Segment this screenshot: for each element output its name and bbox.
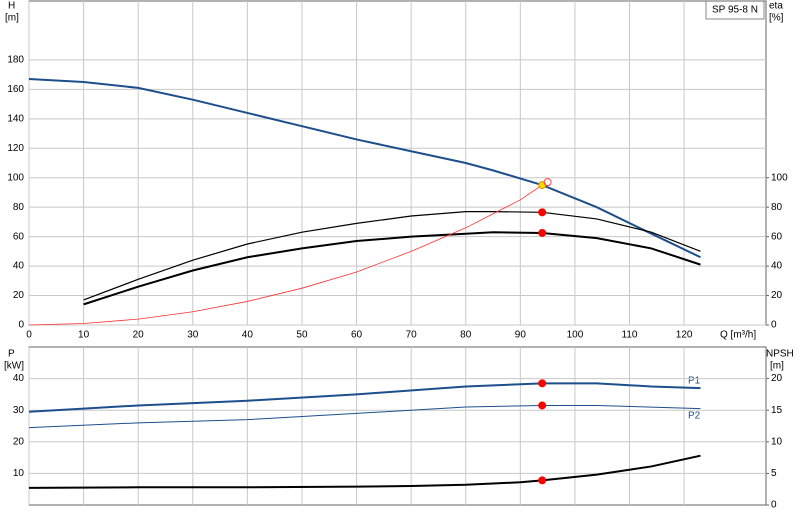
y-label: H <box>8 1 15 12</box>
y-unit: [kW] <box>4 361 24 372</box>
series-label: P2 <box>688 411 701 422</box>
x-tick-label: 120 <box>676 330 693 341</box>
plot-area <box>28 346 767 506</box>
x-tick-label: 80 <box>460 330 472 341</box>
y-tick-label: 60 <box>13 231 25 242</box>
x-tick-label: 20 <box>133 330 145 341</box>
y2-label: NPSH <box>766 349 794 360</box>
series-line <box>28 454 701 489</box>
y2-unit: [m] <box>770 361 784 372</box>
point <box>538 228 547 237</box>
y-tick-label: 120 <box>7 143 24 154</box>
y2-tick-label: 0 <box>771 500 777 511</box>
y2-tick-label: 60 <box>771 231 783 242</box>
series-line <box>83 211 701 301</box>
x-tick-label: 90 <box>515 330 527 341</box>
point <box>538 476 547 485</box>
y-tick-label: 20 <box>13 290 25 301</box>
point <box>538 208 547 217</box>
y-tick-label: 20 <box>13 436 25 447</box>
y-tick-label: 180 <box>7 55 24 66</box>
y2-tick-label: 5 <box>771 468 777 479</box>
y2-tick-label: 20 <box>771 373 783 384</box>
plot-area <box>28 0 767 326</box>
y2-tick-label: 80 <box>771 202 783 213</box>
x-tick-label: 50 <box>296 330 308 341</box>
x-tick-label: 100 <box>567 330 584 341</box>
y2-tick-label: 40 <box>771 261 783 272</box>
x-tick-label: 30 <box>187 330 199 341</box>
x-tick-label: 60 <box>351 330 363 341</box>
y2-tick-label: 20 <box>771 290 783 301</box>
y2-label: eta <box>769 1 783 12</box>
point <box>538 401 547 410</box>
x-label: Q [m³/h] <box>720 330 756 341</box>
y2-tick-label: 15 <box>771 405 783 416</box>
series-line <box>28 78 701 259</box>
y-tick-label: 30 <box>13 405 25 416</box>
y-unit: [m] <box>5 13 19 24</box>
y-tick-label: 80 <box>13 202 25 213</box>
y-tick-label: 100 <box>7 172 24 183</box>
y-label: P <box>8 349 15 360</box>
x-tick-label: 110 <box>622 330 638 341</box>
series-line <box>28 382 701 413</box>
y-tick-label: 160 <box>7 84 24 95</box>
series-line <box>28 184 543 326</box>
y-tick-label: 40 <box>13 261 25 272</box>
y-tick-label: 10 <box>13 468 25 479</box>
y2-unit: [%] <box>769 13 784 24</box>
x-tick-label: 10 <box>78 330 90 341</box>
point <box>543 178 552 187</box>
y-tick-label: 0 <box>18 320 24 331</box>
series-line <box>83 231 701 306</box>
x-tick-label: 40 <box>242 330 254 341</box>
y2-tick-label: 0 <box>771 320 777 331</box>
point <box>538 379 547 388</box>
series-line <box>28 404 701 429</box>
y-tick-label: 140 <box>7 113 24 124</box>
x-tick-label: 70 <box>406 330 418 341</box>
y2-tick-label: 10 <box>771 436 783 447</box>
series-label: P1 <box>688 376 701 387</box>
x-tick-label: 0 <box>26 330 32 341</box>
y-tick-label: 40 <box>13 373 25 384</box>
y2-tick-label: 100 <box>771 172 788 183</box>
legend-label: SP 95-8 N <box>712 5 758 16</box>
